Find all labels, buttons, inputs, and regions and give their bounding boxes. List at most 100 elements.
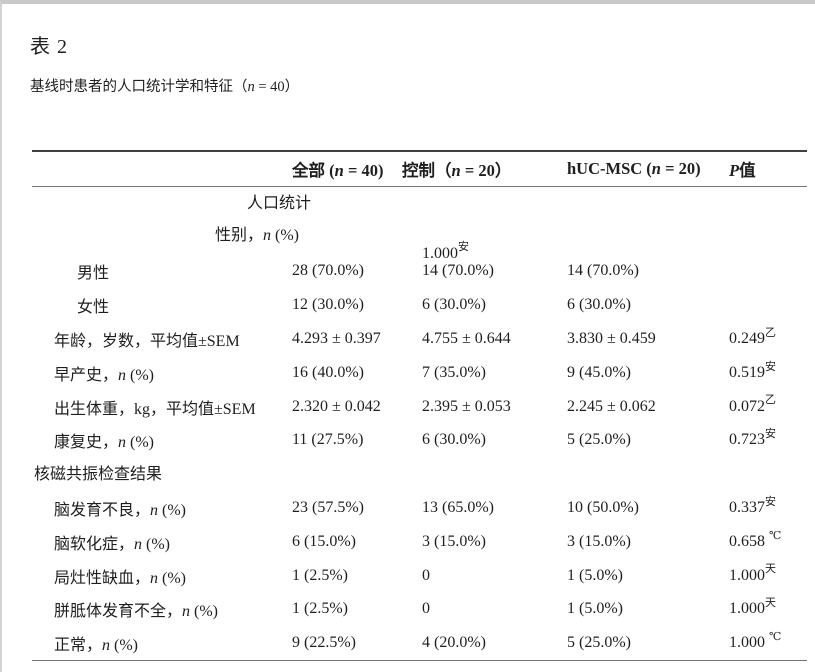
column-header: hUC-MSC (n = 20) [567,159,701,178]
p-value-superscript: ℃ [769,529,782,542]
row-label-text: 人口统计 [247,195,312,213]
row-label: 脑软化症，n (%) [32,530,292,554]
row-label-text: 男性 [77,265,110,283]
baseline-characteristics-table: 全部 (n = 40) 控制（n = 20） hUC-MSC (n = 20) P值 … [32,150,807,662]
p-value-text: 0.249 [729,330,765,348]
cell-total: 1 (2.5%) [292,566,348,584]
p-value-text: 0.337 [729,499,765,517]
row-label: 核磁共振检查结果 [32,460,729,484]
row-label: 女性 [32,293,292,317]
table-body: 人口统计 性别，n (%) 1.000安 男性 28 (70.0%) 14 (7… [32,187,807,662]
cell-pvalue: 1.000 ℃ [729,631,807,652]
cell-pvalue: 0.519安 [729,360,807,382]
cell-total: 11 (27.5%) [292,431,364,449]
p-value-superscript: 安 [765,360,776,373]
row-label-text: 女性 [77,299,110,317]
row-label-text: 出生体重，kg，平均值±SEM [54,400,256,418]
row-label-text: 年龄，岁数，平均值±SEM [54,333,240,351]
row-label-text: 早产史， [54,366,119,384]
cell-hucmsc: 3.830 ± 0.459 [567,330,656,348]
table-row: 出生体重，kg，平均值±SEM 2.320 ± 0.042 2.395 ± 0.… [32,390,807,424]
table-row: 男性 28 (70.0%) 14 (70.0%) 14 (70.0%) [32,255,807,289]
row-label: 出生体重，kg，平均值±SEM [32,395,292,419]
cell-total: 16 (40.0%) [292,363,364,381]
table-row: 胼胝体发育不全，n (%) 1 (2.5%) 0 1 (5.0%) 1.000天 [32,593,807,627]
row-label-suffix: (%) [142,535,170,553]
cell-pvalue: 0.337安 [729,496,807,517]
row-label-suffix: (%) [158,569,186,587]
table-row: 人口统计 [32,187,807,221]
cell-total: 4.293 ± 0.397 [292,330,381,348]
cell-hucmsc: 2.245 ± 0.062 [567,397,656,415]
column-header: 全部 (n = 40) [292,161,384,180]
table-row: 脑软化症，n (%) 6 (15.0%) 3 (15.0%) 3 (15.0%)… [32,525,807,559]
table-row: 局灶性缺血，n (%) 1 (2.5%) 0 1 (5.0%) 1.000天 [32,559,807,593]
cell-control: 14 (70.0%) [422,262,494,280]
p-value-text: 1.000 [729,634,769,652]
row-label-n-variable: n [118,434,127,452]
cell-control: 4.755 ± 0.644 [422,330,511,348]
caption-text-suffix: = 40） [254,79,300,95]
cell-total: 6 (15.0%) [292,532,356,550]
row-label-text: 脑软化症， [54,535,135,553]
p-value-superscript: 天 [765,563,776,576]
table-row: 脑发育不良，n (%) 23 (57.5%) 13 (65.0%) 10 (50… [32,491,807,525]
row-label: 早产史，n (%) [32,361,292,385]
table-row: 年龄，岁数，平均值±SEM 4.293 ± 0.397 4.755 ± 0.64… [32,322,807,356]
p-value-superscript: 乙 [765,394,776,407]
row-label: 正常，n (%) [32,631,292,655]
row-label-n-variable: n [150,569,159,587]
row-label-suffix: (%) [126,366,154,384]
cell-hucmsc: 3 (15.0%) [567,532,631,550]
row-label-suffix: (%) [110,637,138,655]
row-label: 胼胝体发育不全，n (%) [32,597,292,621]
table-row: 性别，n (%) 1.000安 [32,221,807,262]
row-label: 脑发育不良，n (%) [32,496,292,520]
cell-total: 1 (2.5%) [292,600,348,618]
cell-hucmsc: 10 (50.0%) [567,499,639,517]
row-label-suffix: (%) [271,226,299,244]
p-value-superscript: 乙 [765,326,776,339]
table-caption: 基线时患者的人口统计学和特征（n = 40） [30,75,299,96]
row-label-text: 局灶性缺血， [54,569,151,587]
cell-hucmsc: 5 (25.0%) [567,634,631,652]
p-value-text: 1.000 [422,244,458,262]
cell-hucmsc: 14 (70.0%) [567,262,639,280]
p-value-text: 0.658 [729,532,769,550]
cell-total: 28 (70.0%) [292,262,364,280]
table-row: 女性 12 (30.0%) 6 (30.0%) 6 (30.0%) [32,288,807,322]
cell-pvalue: 1.000安 [422,242,567,263]
cell-control: 0 [422,566,430,584]
row-label: 人口统计 [32,189,729,213]
cell-pvalue: 1.000天 [729,564,807,585]
cell-hucmsc: 1 (5.0%) [567,600,623,618]
cell-control: 0 [422,600,430,618]
cell-control: 2.395 ± 0.053 [422,397,511,415]
cell-pvalue: 0.723安 [729,428,807,449]
p-value-superscript: 安 [458,241,469,254]
p-value-text: 1.000 [729,600,765,618]
cell-control: 13 (65.0%) [422,499,494,517]
cell-control: 4 (20.0%) [422,634,486,652]
cell-pvalue: 0.658 ℃ [729,529,807,551]
cell-hucmsc: 1 (5.0%) [567,566,623,584]
cell-hucmsc: 9 (45.0%) [567,363,631,381]
row-label-n-variable: n [118,366,127,384]
cell-total: 12 (30.0%) [292,296,364,314]
p-value-text: 1.000 [729,566,765,584]
p-value-superscript: 天 [765,597,776,610]
p-value-text: 0.519 [729,363,765,381]
cell-pvalue: 1.000天 [729,597,807,618]
p-value-superscript: 安 [765,428,776,441]
row-label-text: 核磁共振检查结果 [34,465,163,483]
cell-control: 6 (30.0%) [422,431,486,449]
row-label: 性别，n (%) [32,221,729,245]
row-label-text: 康复史， [54,434,119,452]
row-label-n-variable: n [150,502,159,520]
row-label: 局灶性缺血，n (%) [32,564,292,588]
row-label-suffix: (%) [158,502,186,520]
row-label-text: 脑发育不良， [54,502,151,520]
cell-total: 23 (57.5%) [292,499,364,517]
caption-n-variable: n [247,79,255,95]
